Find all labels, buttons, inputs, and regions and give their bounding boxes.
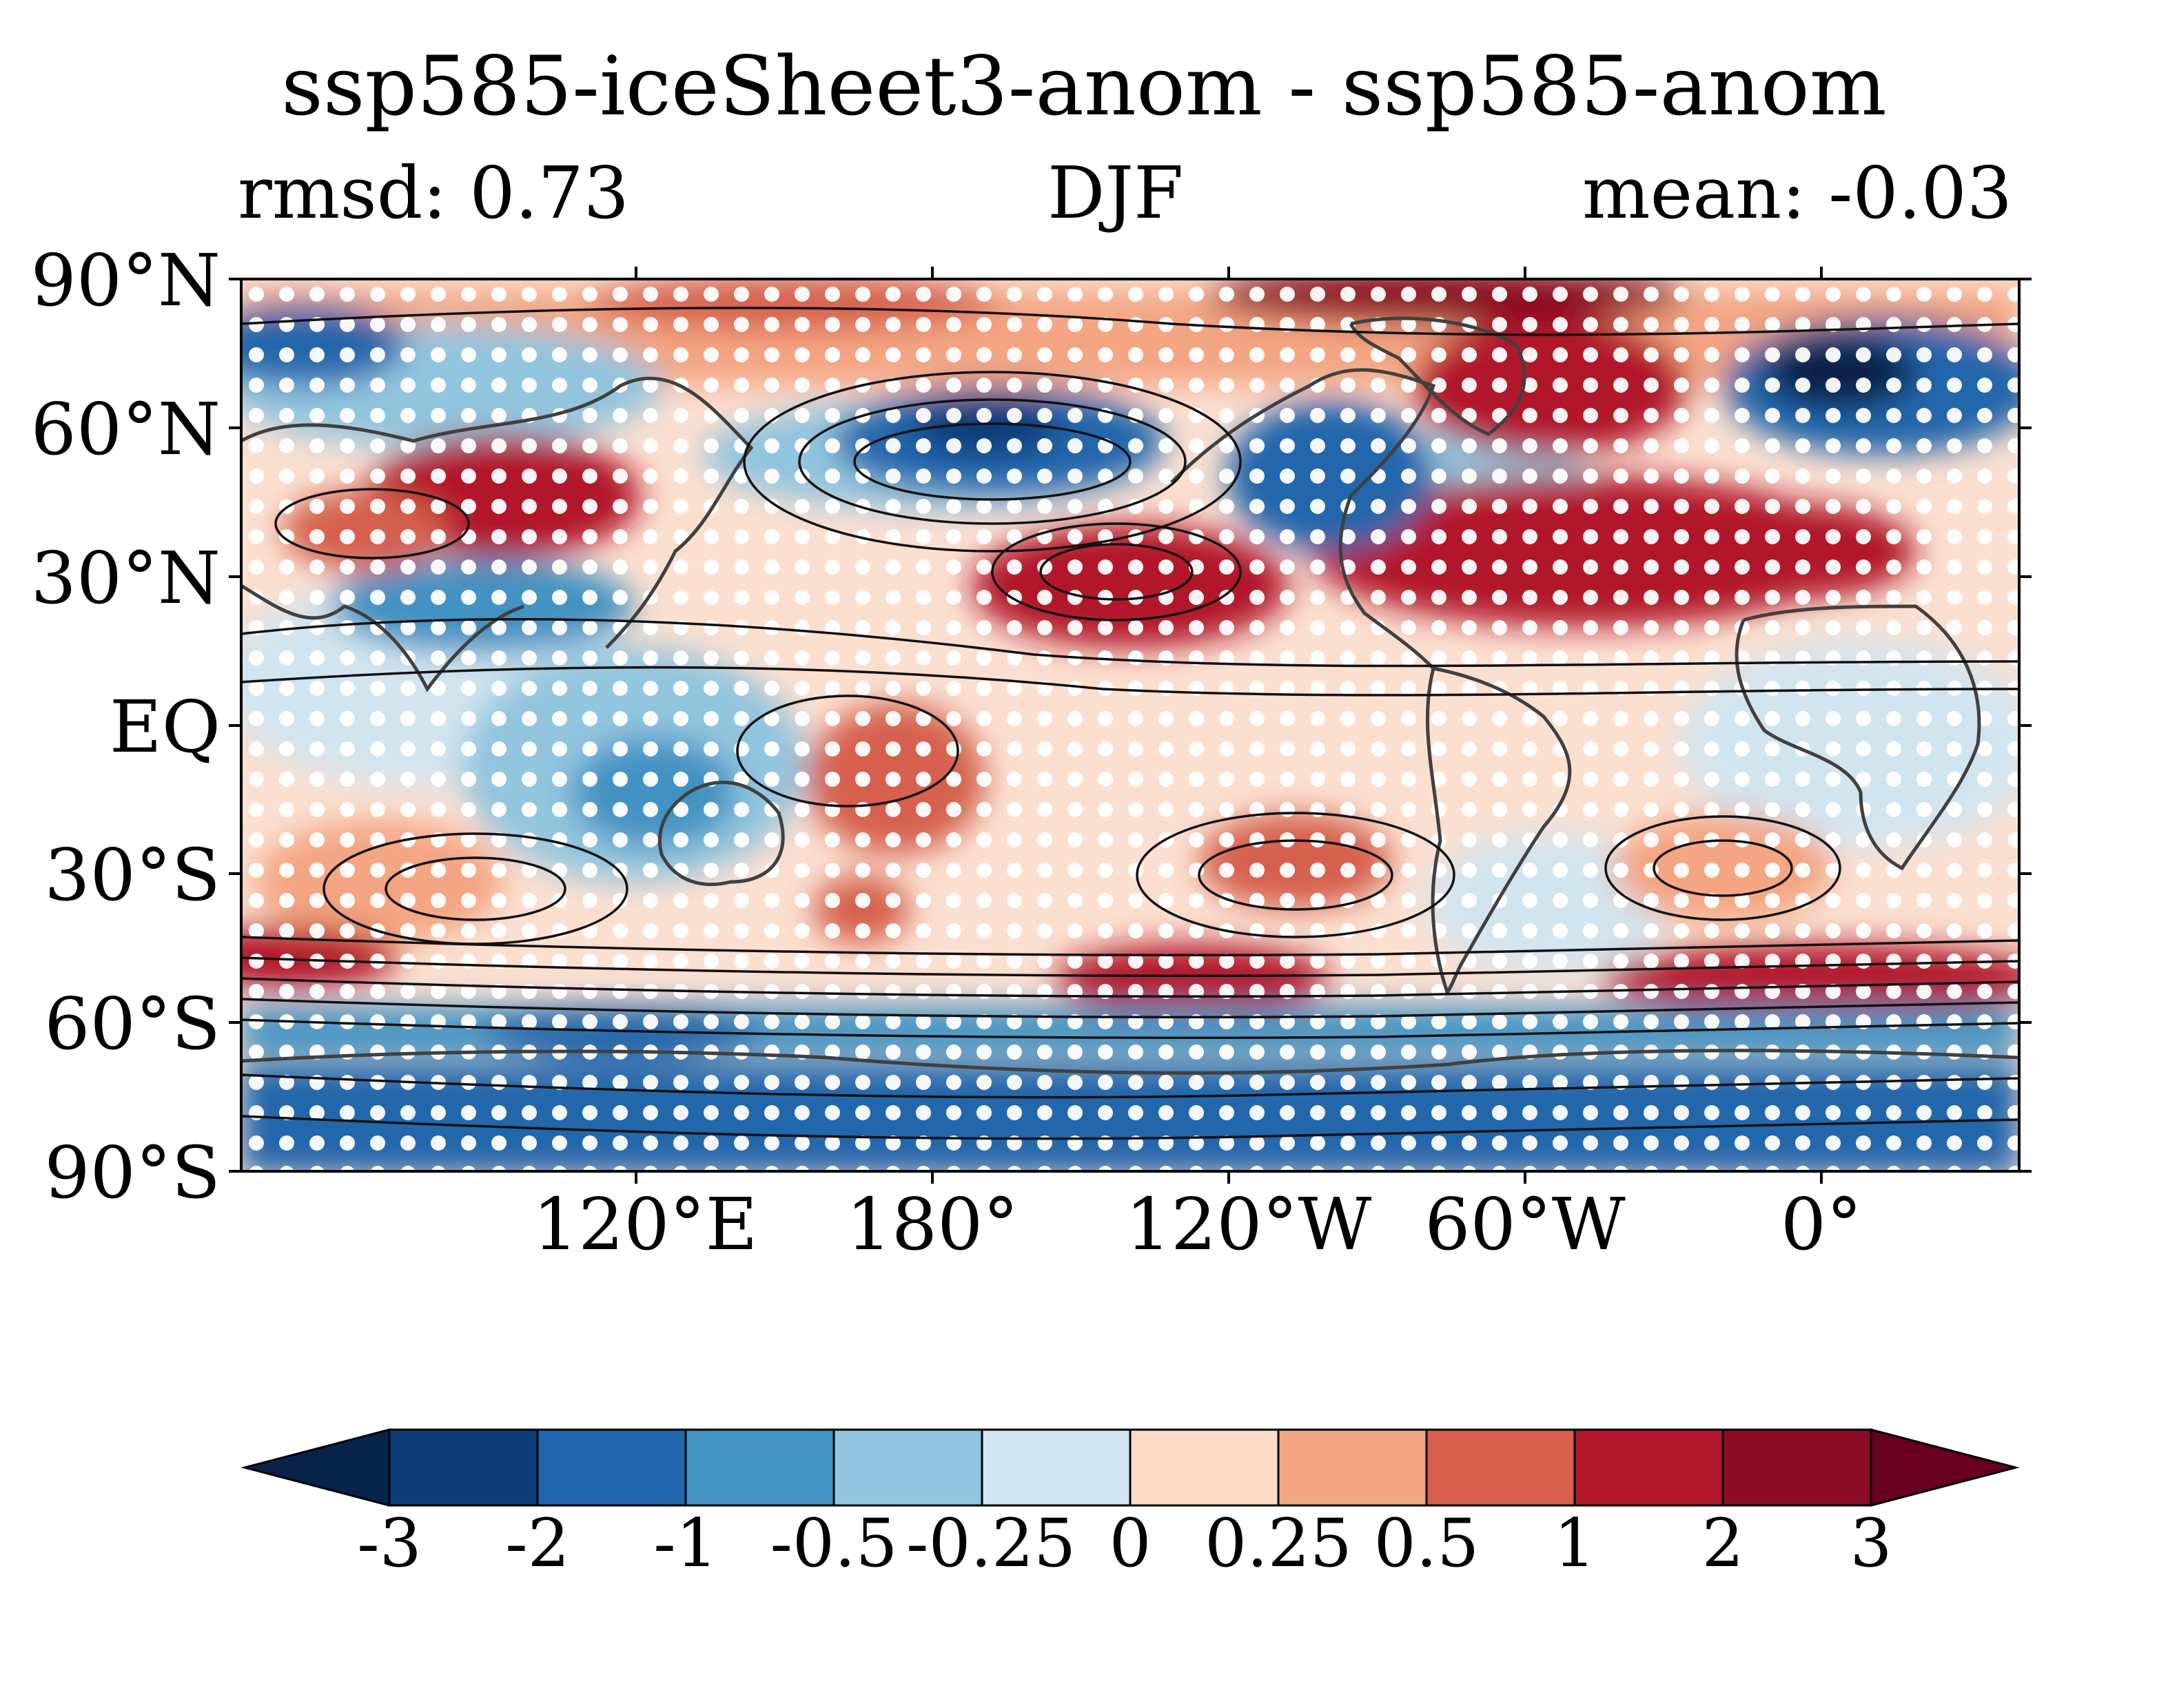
colorbar-extend-high	[1870, 1428, 2020, 1507]
colorbar-box	[536, 1428, 687, 1507]
lat-label-90n: 90°N	[30, 238, 221, 322]
coast-north-america	[1170, 368, 1436, 670]
colorbar-tick-label: -2	[505, 1505, 570, 1582]
colorbar-tick-label: 0	[1109, 1505, 1152, 1582]
lat-label-90s: 90°S	[44, 1131, 221, 1215]
rmsd-label: rmsd: 0.73	[238, 151, 629, 235]
figure-title: ssp585-iceSheet3-anom - ssp585-anom	[281, 39, 1887, 134]
colorbar-box	[1573, 1428, 1724, 1507]
lon-label-120w: 120°W	[1125, 1182, 1372, 1266]
lat-label-30s: 30°S	[44, 833, 221, 917]
colorbar-tick-label: 0.25	[1205, 1505, 1352, 1582]
lat-label-eq: EQ	[109, 685, 221, 769]
lat-label-60n: 60°N	[30, 387, 221, 471]
colorbar-tick-label: -1	[653, 1505, 718, 1582]
coast-eurasia	[241, 376, 754, 692]
colorbar-extend-low	[241, 1428, 391, 1507]
lon-label-0: 0°	[1780, 1182, 1863, 1266]
axis-ticks	[229, 267, 2032, 1184]
coast-greenland	[1349, 316, 1526, 436]
colorbar-box	[1721, 1428, 1872, 1507]
colorbar-tick-label: -0.25	[906, 1505, 1076, 1582]
lat-label-30n: 30°N	[30, 536, 221, 620]
lon-label-180: 180°	[846, 1182, 1019, 1266]
colorbar-tick-label: -0.5	[770, 1505, 898, 1582]
colorbar-box	[388, 1428, 539, 1507]
coast-south-america	[1425, 666, 1572, 996]
colorbar-tick-label: -3	[357, 1505, 422, 1582]
colorbar-tick-label: 0.5	[1373, 1505, 1480, 1582]
colorbar-box	[1277, 1428, 1428, 1507]
contour-lines	[241, 307, 2019, 1140]
colorbar-box	[1425, 1428, 1576, 1507]
coast-australia	[657, 781, 785, 887]
colorbar-box	[981, 1428, 1132, 1507]
colorbar-tick-label: 3	[1850, 1505, 1892, 1582]
colorbar-tick-label: 2	[1701, 1505, 1744, 1582]
colorbar-tick-label: 1	[1553, 1505, 1596, 1582]
lat-label-60s: 60°S	[44, 982, 221, 1066]
colorbar-box	[684, 1428, 835, 1507]
colorbar-box	[1129, 1428, 1280, 1507]
mean-label: mean: -0.03	[1582, 151, 2012, 235]
coast-africa	[1735, 604, 1981, 871]
colorbar	[241, 1428, 2020, 1507]
coast-antarctica	[241, 1049, 2019, 1075]
anomaly-field	[241, 279, 2019, 1171]
lon-label-60w: 60°W	[1424, 1182, 1626, 1266]
coastlines	[241, 316, 2019, 1075]
lon-label-120e: 120°E	[533, 1182, 758, 1266]
colorbar-box	[832, 1428, 983, 1507]
season-label: DJF	[1047, 151, 1184, 235]
